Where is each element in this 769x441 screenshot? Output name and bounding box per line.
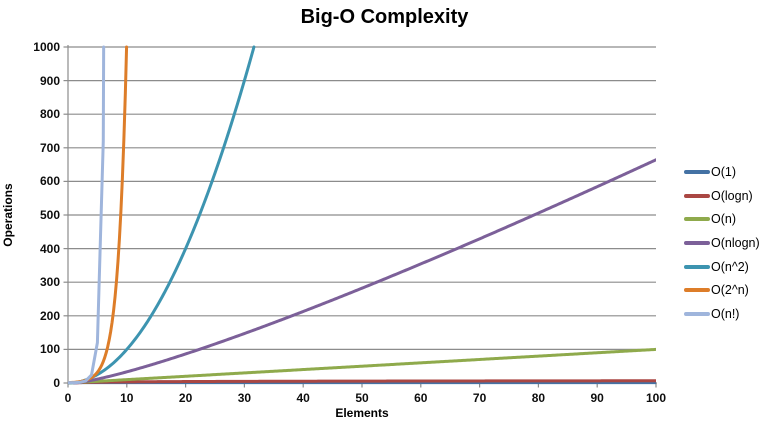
legend-label-O(2^n): O(2^n): [711, 283, 749, 298]
x-tick-label-0: 0: [64, 391, 72, 405]
y-tick-label-100: 100: [39, 342, 60, 357]
x-tick-label-10: 10: [120, 391, 134, 405]
legend: O(1) O(logn) O(n) O(nlogn) O(n^2) O(2^n) O(n!): [684, 160, 760, 326]
legend-item-O(n!): O(n!): [684, 302, 760, 326]
legend-item-O(2^n): O(2^n): [684, 278, 760, 302]
x-tick-label-100: 100: [645, 391, 667, 405]
x-tick-label-80: 80: [531, 391, 546, 405]
x-tick-label-20: 20: [178, 391, 193, 405]
legend-swatch-O(logn): [684, 193, 710, 198]
legend-item-O(logn): O(logn): [684, 184, 760, 208]
legend-label-O(1): O(1): [711, 164, 736, 179]
legend-label-O(n!): O(n!): [711, 306, 740, 321]
legend-item-O(n): O(n): [684, 207, 760, 231]
x-axis-title: Elements: [335, 406, 389, 420]
chart-title: Big-O Complexity: [300, 6, 469, 28]
x-tick-label-70: 70: [472, 391, 487, 405]
series-line-O(n): [68, 347, 656, 385]
series-line-O(nlogn): [72, 158, 656, 385]
legend-label-O(n^2): O(n^2): [711, 259, 749, 274]
legend-swatch-O(2^n): [684, 288, 710, 293]
legend-swatch-O(1): [684, 169, 710, 174]
legend-item-O(nlogn): O(nlogn): [684, 231, 760, 255]
x-tick-label-90: 90: [590, 391, 604, 405]
y-tick-label-200: 200: [39, 308, 60, 323]
series-line-O(logn): [72, 379, 656, 385]
y-tick-label-1000: 1000: [33, 40, 60, 54]
y-tick-label-900: 900: [39, 73, 60, 88]
legend-swatch-O(n!): [684, 311, 710, 316]
y-tick-label-800: 800: [39, 107, 60, 122]
legend-swatch-O(nlogn): [684, 240, 710, 245]
legend-label-O(logn): O(logn): [711, 188, 753, 203]
x-tick-label-50: 50: [355, 391, 369, 405]
legend-label-O(nlogn): O(nlogn): [711, 235, 760, 250]
y-tick-label-600: 600: [39, 174, 60, 189]
y-tick-label-400: 400: [39, 241, 60, 256]
series-line-O(n^2): [68, 45, 256, 385]
x-tick-label-60: 60: [414, 391, 428, 405]
legend-swatch-O(n): [684, 217, 710, 222]
y-tick-label-700: 700: [39, 140, 60, 155]
x-tick-label-30: 30: [237, 391, 252, 405]
y-tick-label-300: 300: [39, 275, 60, 290]
legend-swatch-O(n^2): [684, 264, 710, 269]
legend-item-O(1): O(1): [684, 160, 760, 184]
series-line-O(n!): [68, 45, 106, 385]
legend-item-O(n^2): O(n^2): [684, 255, 760, 279]
y-tick-label-500: 500: [39, 208, 60, 222]
x-tick-label-40: 40: [296, 391, 310, 405]
legend-label-O(n): O(n): [711, 212, 736, 227]
y-tick-label-0: 0: [53, 376, 60, 390]
